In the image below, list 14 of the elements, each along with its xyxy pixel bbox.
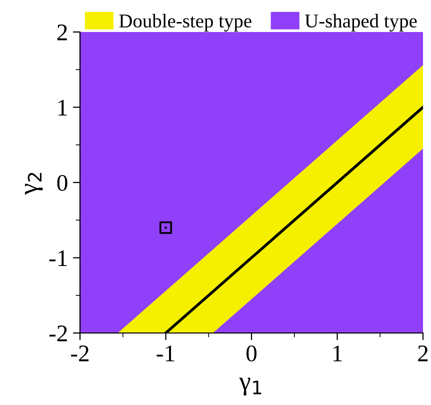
- x-tick-label: 2: [418, 346, 428, 362]
- y-axis-title: γ$_{2}$: [25, 172, 43, 195]
- x-tick-label: 0: [246, 345, 257, 362]
- legend-label: Double-step type: [119, 14, 252, 32]
- y-tick-label: -2: [49, 326, 67, 342]
- y-tick-label: -1: [49, 250, 67, 266]
- y-tick-label: 2: [57, 24, 67, 40]
- y-tick-label: 0: [57, 174, 68, 191]
- x-tick-label: -1: [156, 346, 174, 362]
- legend-label: U-shaped type: [304, 14, 417, 32]
- x-axis-title: γ$_{1}$: [239, 378, 262, 396]
- y-tick-label: 1: [58, 100, 67, 116]
- x-tick-label: 1: [333, 346, 342, 362]
- x-tick-label: -2: [71, 346, 89, 362]
